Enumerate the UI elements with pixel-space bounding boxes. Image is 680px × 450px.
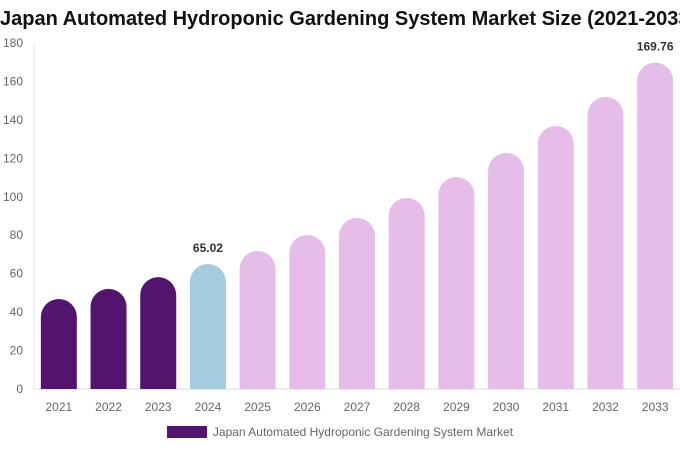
y-tick-label: 40 [10, 305, 24, 319]
legend-swatch [166, 426, 207, 438]
y-tick-label: 60 [10, 267, 24, 281]
x-tick-label: 2030 [493, 400, 520, 414]
bar-2029 [438, 176, 475, 389]
y-tick-label: 80 [10, 228, 24, 242]
x-tick-label: 2025 [244, 400, 271, 414]
bar-2024 [189, 264, 226, 389]
data-label-2033: 169.76 [637, 40, 674, 54]
bar-2033 [637, 62, 674, 389]
bar-2022 [90, 288, 127, 389]
x-tick-label: 2032 [592, 400, 619, 414]
bar-2023 [140, 277, 177, 389]
y-tick-label: 160 [3, 74, 23, 88]
y-tick-label: 100 [3, 190, 23, 204]
x-tick-label: 2031 [542, 400, 569, 414]
bar-2030 [488, 152, 525, 389]
y-tick-label: 180 [3, 36, 23, 50]
bar-2021 [40, 299, 77, 389]
x-tick-label: 2021 [45, 400, 72, 414]
chart-title: Japan Automated Hydroponic Gardening Sys… [0, 8, 680, 30]
legend: Japan Automated Hydroponic Gardening Sys… [0, 425, 680, 439]
bar-2032 [587, 97, 624, 390]
bar-2031 [537, 126, 574, 390]
y-tick-label: 20 [10, 344, 24, 358]
y-tick-label: 140 [3, 113, 23, 127]
x-tick-label: 2026 [294, 400, 321, 414]
bar-2025 [239, 250, 276, 389]
data-label-2024: 65.02 [193, 241, 223, 255]
bar-2026 [289, 235, 326, 389]
x-tick-label: 2027 [344, 400, 371, 414]
bar-2028 [388, 197, 425, 389]
x-tick-label: 2022 [95, 400, 122, 414]
y-tick-label: 0 [16, 382, 23, 396]
x-tick-label: 2023 [145, 400, 172, 414]
y-tick-label: 120 [3, 151, 23, 165]
x-tick-label: 2024 [195, 400, 222, 414]
x-tick-label: 2029 [443, 400, 470, 414]
x-tick-label: 2033 [642, 400, 669, 414]
x-tick-label: 2028 [393, 400, 420, 414]
bar-2027 [339, 217, 375, 389]
legend-label: Japan Automated Hydroponic Gardening Sys… [212, 425, 514, 439]
